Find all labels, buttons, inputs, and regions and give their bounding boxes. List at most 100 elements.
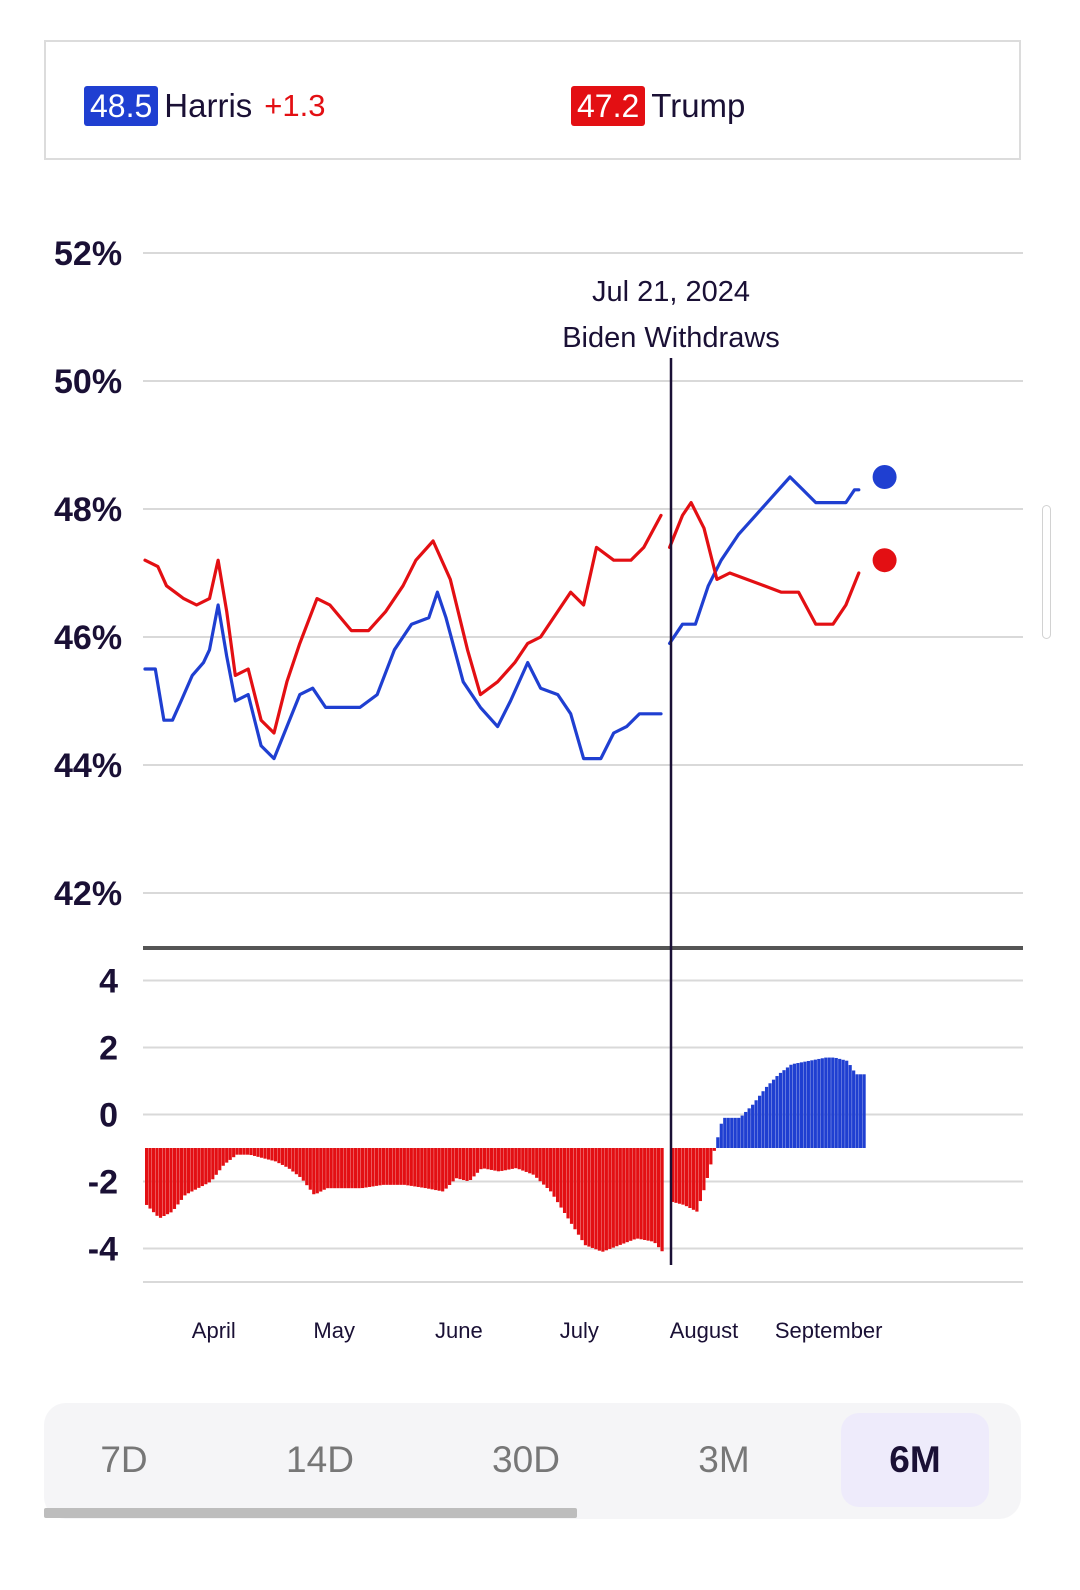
margin-bar xyxy=(475,1148,480,1173)
trump-legend: 47.2 Trump xyxy=(571,86,745,126)
margin-bar xyxy=(242,1148,246,1155)
margin-bar xyxy=(817,1058,821,1148)
margin-bar xyxy=(427,1148,431,1189)
margin-bar xyxy=(214,1148,218,1175)
margin-bar xyxy=(259,1148,264,1158)
margin-bar xyxy=(632,1148,636,1240)
margin-bar xyxy=(562,1148,567,1213)
margin-bar xyxy=(374,1148,379,1186)
margin-bar xyxy=(454,1148,459,1179)
margin-bar xyxy=(792,1063,797,1148)
margin-bar xyxy=(496,1148,500,1172)
time-range-selector: 7D 14D 30D 3M 6M xyxy=(44,1403,1021,1519)
margin-bar xyxy=(806,1060,810,1148)
margin-bar xyxy=(531,1148,535,1175)
margin-bar xyxy=(246,1148,250,1155)
margin-bar xyxy=(395,1148,399,1185)
trump-end-dot xyxy=(872,548,897,573)
margin-bar xyxy=(343,1148,347,1189)
range-button-7d[interactable]: 7D xyxy=(100,1439,148,1480)
margin-bar xyxy=(479,1148,483,1170)
margin-bar xyxy=(618,1148,622,1245)
vertical-scrollbar[interactable] xyxy=(1042,505,1051,639)
margin-bar xyxy=(385,1148,389,1185)
margin-bar xyxy=(782,1070,786,1148)
margin-bar xyxy=(653,1148,657,1244)
margin-bar xyxy=(413,1148,417,1187)
margin-bar xyxy=(266,1148,271,1160)
margin-bar xyxy=(573,1148,577,1230)
margin-bar xyxy=(799,1062,804,1148)
range-button-30d[interactable]: 30D xyxy=(492,1439,560,1480)
margin-bar xyxy=(625,1148,629,1243)
margin-bar xyxy=(448,1148,452,1185)
trump-poll-line xyxy=(143,513,663,735)
margin-bar xyxy=(176,1148,180,1205)
margin-bar xyxy=(716,1137,720,1148)
margin-bar xyxy=(186,1148,190,1194)
x-month-label: May xyxy=(313,1318,355,1343)
margin-bar xyxy=(737,1117,741,1148)
range-button-14d[interactable]: 14D xyxy=(286,1439,354,1480)
range-button-6m[interactable]: 6M xyxy=(841,1413,989,1507)
margin-bar xyxy=(768,1083,772,1148)
margin-bar xyxy=(813,1059,817,1148)
margin-bar xyxy=(458,1148,462,1180)
margin-bar xyxy=(232,1148,236,1158)
margin-bar xyxy=(148,1148,152,1209)
margin-bar xyxy=(758,1095,762,1148)
margin-bar xyxy=(207,1148,211,1183)
margin-bar xyxy=(312,1148,316,1195)
margin-bar xyxy=(336,1148,340,1189)
margin-bar xyxy=(848,1065,852,1148)
margin-bar xyxy=(301,1148,305,1181)
margin-bar xyxy=(726,1117,730,1148)
margin-bar xyxy=(305,1148,309,1186)
margin-bar xyxy=(643,1148,647,1240)
margin-bar xyxy=(810,1060,814,1148)
margin-bar xyxy=(277,1148,281,1164)
margin-bar xyxy=(789,1064,793,1148)
margin-bar xyxy=(162,1148,166,1217)
margin-bar xyxy=(434,1148,438,1191)
margin-bar xyxy=(225,1148,229,1163)
margin-bar xyxy=(402,1148,406,1185)
margin-bar xyxy=(503,1148,507,1171)
margin-bar xyxy=(580,1148,584,1241)
margin-bar xyxy=(287,1148,292,1169)
harris-legend: 48.5 Harris +1.3 xyxy=(84,86,325,126)
margin-bar xyxy=(357,1148,361,1189)
margin-bar xyxy=(841,1059,845,1148)
harris-poll-line xyxy=(143,590,663,761)
margin-bar xyxy=(521,1148,525,1171)
margin-bar xyxy=(636,1148,640,1239)
margin-bar xyxy=(256,1148,260,1157)
margin-bar xyxy=(204,1148,208,1185)
poll-y-tick-label: 52% xyxy=(54,235,122,273)
margin-bar xyxy=(730,1117,734,1148)
margin-bar xyxy=(583,1148,588,1246)
trump-value-badge: 47.2 xyxy=(571,86,646,126)
margin-bar xyxy=(319,1148,323,1192)
x-month-label: July xyxy=(560,1318,599,1343)
margin-bar xyxy=(465,1148,469,1181)
margin-bar xyxy=(712,1148,716,1151)
margin-bar xyxy=(733,1117,737,1148)
horizontal-scrollbar[interactable] xyxy=(44,1508,577,1518)
margin-bar xyxy=(151,1148,156,1213)
margin-bar xyxy=(646,1148,650,1241)
margin-bar xyxy=(172,1148,177,1209)
margin-bar xyxy=(468,1148,473,1181)
margin-bar xyxy=(360,1148,365,1189)
margin-bar xyxy=(489,1148,494,1170)
margin-bar xyxy=(221,1148,225,1166)
range-button-3m[interactable]: 3M xyxy=(698,1439,750,1480)
margin-bar xyxy=(785,1067,790,1148)
margin-bar xyxy=(827,1057,831,1148)
margin-bar xyxy=(158,1148,163,1218)
margin-bar xyxy=(193,1148,197,1190)
margin-bar xyxy=(406,1148,410,1186)
margin-bar xyxy=(322,1148,326,1190)
margin-bar xyxy=(622,1148,626,1244)
margin-bar xyxy=(482,1148,487,1169)
